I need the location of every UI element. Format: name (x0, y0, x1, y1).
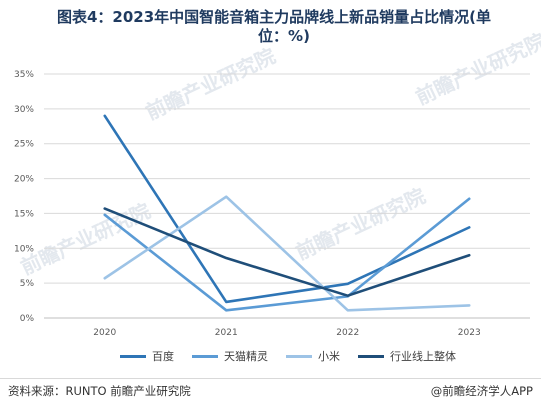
y-tick-label: 15% (14, 209, 34, 219)
series-line-天猫精灵 (103, 197, 471, 312)
series-line-百度 (103, 114, 471, 304)
gridlines (44, 73, 530, 319)
series-lines (103, 114, 471, 312)
y-tick-label: 0% (20, 314, 35, 324)
legend-swatch (358, 354, 384, 358)
brand-text: @前瞻经济学人APP (430, 384, 533, 398)
legend-item: 行业线上整体 (358, 348, 456, 364)
legend-swatch (192, 354, 218, 358)
x-tick-label: 2022 (336, 328, 359, 338)
footer: 资料来源：RUNTO 前瞻产业研究院 @前瞻经济学人APP (0, 378, 541, 401)
x-tick-label: 2023 (458, 328, 481, 338)
y-tick-label: 5% (20, 279, 35, 289)
x-tick-label: 2020 (93, 328, 116, 338)
series-line-行业线上整体 (103, 207, 471, 297)
y-tick-label: 25% (14, 140, 34, 150)
chart-title-line-1: 图表4：2023年中国智能音箱主力品牌线上新品销量占比情况(单 (56, 8, 492, 26)
y-axis: 0% 5% 10% 15% 20% 25% 30% 35% (14, 70, 34, 324)
x-axis: 2020 2021 2022 2023 (93, 328, 480, 338)
y-tick-label: 20% (14, 175, 34, 185)
legend-item: 小米 (286, 348, 340, 364)
watermark-text: 前瞻产业研究院 (412, 29, 541, 110)
legend-swatch (120, 354, 146, 358)
brand-attribution: @前瞻经济学人APP (431, 383, 533, 399)
legend-item: 百度 (120, 348, 174, 364)
legend-label: 天猫精灵 (224, 350, 268, 363)
watermark-text: 前瞻产业研究院 (292, 184, 429, 265)
legend-label: 百度 (152, 350, 174, 363)
legend-label: 行业线上整体 (390, 350, 456, 363)
legend-swatch (286, 354, 312, 358)
y-tick-label: 10% (14, 244, 34, 254)
chart-title-line-2: 位：%) (258, 27, 310, 45)
chart-title: 图表4：2023年中国智能音箱主力品牌线上新品销量占比情况(单 位：%) (24, 8, 524, 46)
watermark-text: 前瞻产业研究院 (142, 44, 279, 125)
source-text: 资料来源：RUNTO 前瞻产业研究院 (8, 384, 191, 398)
chart-legend: 百度 天猫精灵 小米 行业线上整体 (120, 348, 456, 364)
series-line-小米 (103, 195, 471, 312)
y-tick-label: 35% (14, 70, 34, 80)
watermark-text: 前瞻产业研究院 (17, 199, 154, 280)
legend-item: 天猫精灵 (192, 348, 268, 364)
x-tick-label: 2021 (215, 328, 238, 338)
legend-label: 小米 (318, 350, 340, 363)
y-tick-label: 30% (14, 105, 34, 115)
